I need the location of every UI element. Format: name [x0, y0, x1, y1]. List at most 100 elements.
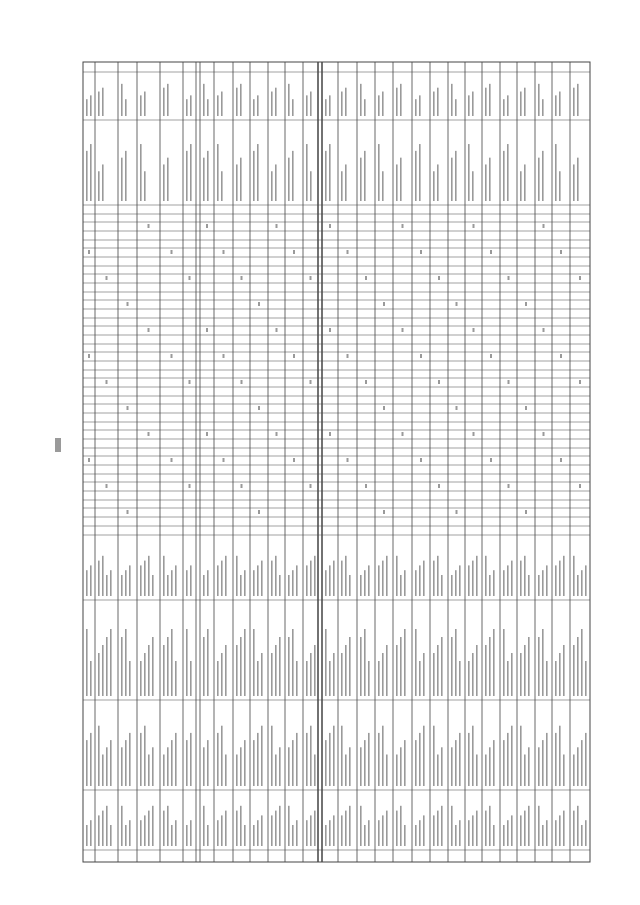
cell-text — [563, 555, 565, 596]
cell-text — [292, 570, 294, 596]
cell-text — [546, 732, 548, 786]
cell-text — [472, 653, 474, 696]
cell-text — [581, 629, 583, 696]
cell-text — [503, 99, 505, 116]
cell-number — [258, 302, 260, 306]
cell-text — [140, 820, 142, 846]
cell-text — [140, 732, 142, 786]
cell-text — [493, 629, 495, 696]
cell-text — [524, 555, 526, 596]
cell-text — [364, 99, 366, 116]
cell-number — [275, 432, 278, 436]
cell-number — [542, 328, 545, 332]
cell-text — [520, 91, 522, 116]
page-number-mark — [55, 438, 61, 452]
cell-text — [503, 629, 505, 696]
cell-text — [102, 810, 104, 846]
cell-text — [555, 95, 557, 116]
cell-text — [279, 637, 281, 696]
cell-text — [186, 99, 188, 116]
cell-text — [314, 810, 316, 846]
cell-text — [275, 645, 277, 696]
cell-number — [346, 354, 349, 358]
cell-text — [257, 95, 259, 116]
cell-text — [271, 725, 273, 786]
cell-text — [203, 637, 205, 696]
cell-text — [121, 747, 123, 786]
cell-text — [236, 87, 238, 116]
cell-text — [485, 555, 487, 596]
cell-text — [437, 645, 439, 696]
cell-text — [90, 661, 92, 696]
cell-number — [455, 302, 458, 306]
cell-text — [236, 810, 238, 846]
cell-text — [485, 754, 487, 786]
cell-text — [400, 805, 402, 846]
cell-text — [102, 555, 104, 596]
cell-text — [217, 661, 219, 696]
cell-text — [382, 653, 384, 696]
cell-number — [579, 484, 581, 488]
cell-text — [292, 740, 294, 786]
cell-text — [86, 740, 88, 786]
cell-text — [306, 732, 308, 786]
cell-text — [455, 570, 457, 596]
cell-text — [341, 815, 343, 846]
cell-text — [528, 637, 530, 696]
cell-text — [368, 732, 370, 786]
cell-number — [188, 380, 191, 384]
cell-text — [129, 820, 131, 846]
cell-text — [573, 164, 575, 201]
cell-text — [310, 815, 312, 846]
cell-text — [167, 805, 169, 846]
table-border — [82, 61, 591, 863]
cell-text — [507, 661, 509, 696]
cell-number — [472, 328, 475, 332]
cell-text — [563, 810, 565, 846]
cell-text — [404, 825, 406, 846]
cell-text — [423, 560, 425, 596]
cell-number — [126, 510, 129, 514]
cell-text — [110, 570, 112, 596]
cell-text — [152, 747, 154, 786]
cell-text — [577, 83, 579, 116]
cell-text — [175, 820, 177, 846]
cell-text — [559, 653, 561, 696]
cell-text — [329, 732, 331, 786]
cell-text — [345, 164, 347, 201]
cell-text — [468, 95, 470, 116]
cell-text — [253, 740, 255, 786]
cell-text — [98, 91, 100, 116]
cell-text — [279, 805, 281, 846]
cell-text — [221, 560, 223, 596]
cell-number — [560, 458, 562, 462]
cell-number — [126, 302, 129, 306]
cell-number — [507, 484, 510, 488]
cell-text — [271, 653, 273, 696]
cell-text — [542, 629, 544, 696]
cell-number — [383, 510, 385, 514]
cell-text — [360, 575, 362, 596]
cell-text — [102, 164, 104, 201]
cell-text — [559, 815, 561, 846]
cell-text — [163, 87, 165, 116]
cell-text — [296, 820, 298, 846]
cell-text — [468, 144, 470, 201]
cell-text — [489, 83, 491, 116]
cell-text — [364, 150, 366, 201]
cell-text — [325, 740, 327, 786]
cell-text — [207, 570, 209, 596]
cell-text — [288, 157, 290, 201]
cell-text — [581, 740, 583, 786]
cell-number — [222, 250, 225, 254]
cell-text — [503, 740, 505, 786]
cell-text — [171, 825, 173, 846]
cell-text — [419, 820, 421, 846]
cell-text — [171, 740, 173, 786]
cell-text — [489, 805, 491, 846]
cell-text — [419, 144, 421, 201]
cell-text — [221, 725, 223, 786]
cell-text — [577, 637, 579, 696]
cell-text — [121, 157, 123, 201]
cell-text — [396, 87, 398, 116]
